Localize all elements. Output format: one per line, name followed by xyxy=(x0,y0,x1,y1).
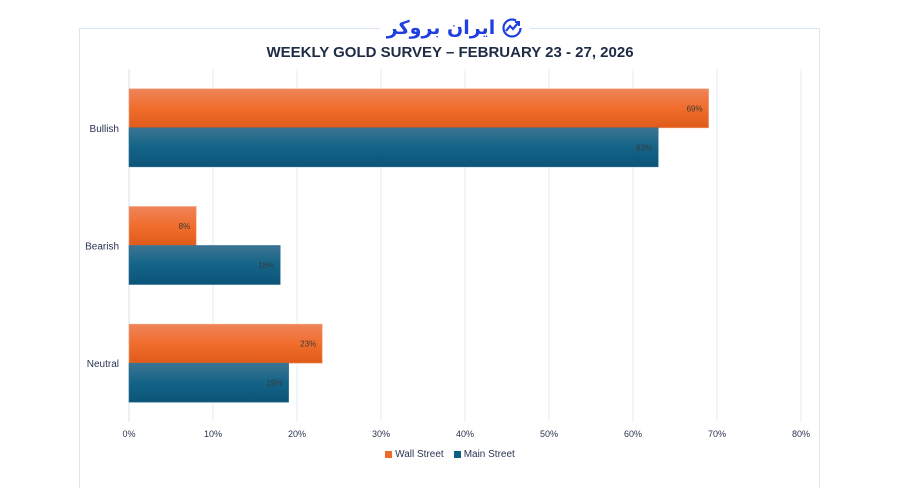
data-label: 69% xyxy=(687,104,703,113)
legend-swatch xyxy=(453,451,461,458)
bar-main-street xyxy=(128,362,289,403)
data-label: 8% xyxy=(179,222,191,231)
brand-logo: ایران بروکر xyxy=(380,10,530,46)
legend-item-main-street[interactable]: Main Street xyxy=(453,449,515,460)
x-tick-label: 20% xyxy=(288,429,306,439)
legend-item-wall-street[interactable]: Wall Street xyxy=(385,449,444,460)
chart-trend-icon xyxy=(502,18,522,38)
category-label: Neutral xyxy=(87,359,119,370)
bar-main-street xyxy=(128,245,281,285)
x-tick-label: 10% xyxy=(204,429,222,439)
data-label: 18% xyxy=(258,261,274,270)
legend: Wall Street Main Street xyxy=(0,449,900,460)
x-tick-label: 80% xyxy=(792,429,810,439)
data-label: 63% xyxy=(636,143,652,152)
bar-wall-street xyxy=(128,323,323,364)
x-tick-label: 30% xyxy=(372,429,390,439)
x-tick-label: 50% xyxy=(540,429,558,439)
chart-title: WEEKLY GOLD SURVEY – FEBRUARY 23 - 27, 2… xyxy=(266,44,634,61)
bar-wall-street xyxy=(128,206,197,246)
category-label: Bearish xyxy=(85,242,119,253)
category-label: Bullish xyxy=(90,124,119,135)
bar-chart: 0% 10% 20% 30% 40% 50% 60% 70% 80% Bullish 69% 63% B… xyxy=(85,69,810,439)
legend-label: Wall Street xyxy=(395,449,444,460)
legend-swatch xyxy=(385,451,393,458)
legend-label: Main Street xyxy=(463,449,515,460)
data-label: 19% xyxy=(267,379,283,388)
bar-main-street xyxy=(128,127,659,168)
x-tick-label: 70% xyxy=(708,429,726,439)
bar-wall-street xyxy=(128,88,709,129)
logo-text: ایران بروکر xyxy=(386,17,496,39)
x-tick-label: 40% xyxy=(456,429,474,439)
x-tick-label: 0% xyxy=(122,429,135,439)
x-tick-label: 60% xyxy=(624,429,642,439)
data-label: 23% xyxy=(300,340,316,349)
